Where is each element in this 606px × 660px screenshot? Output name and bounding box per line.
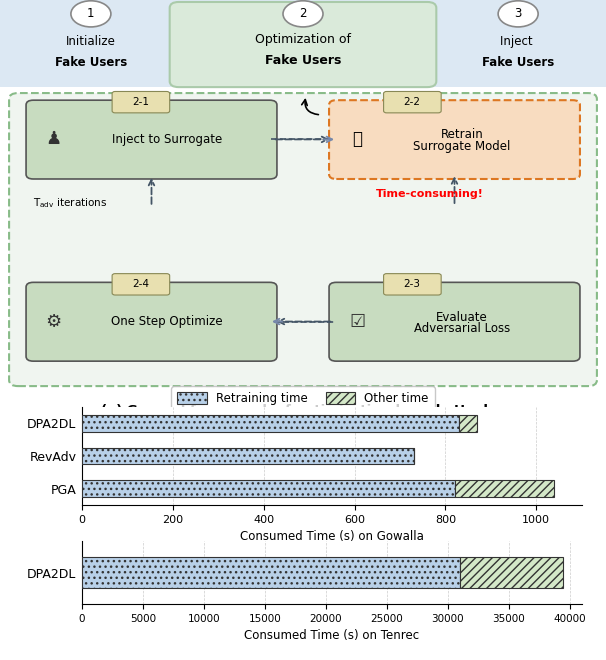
Circle shape [283,1,323,27]
Text: 3: 3 [514,7,522,20]
Text: T$_{\rm adv}$ iterations: T$_{\rm adv}$ iterations [33,196,108,210]
Text: Adversarial Loss: Adversarial Loss [414,322,510,335]
Text: Optimization of: Optimization of [255,33,351,46]
FancyBboxPatch shape [9,93,597,386]
Text: Fake Users: Fake Users [482,55,554,69]
FancyBboxPatch shape [0,0,606,87]
Text: 2-1: 2-1 [132,97,149,107]
Text: 2: 2 [299,7,307,20]
Legend: Retraining time, Other time: Retraining time, Other time [171,386,435,411]
FancyBboxPatch shape [384,274,441,295]
Text: ♟: ♟ [45,131,61,148]
Text: Fake Users: Fake Users [55,55,127,69]
FancyBboxPatch shape [112,92,170,113]
Text: ☑: ☑ [350,313,365,331]
FancyBboxPatch shape [170,2,436,87]
Bar [459,415,478,432]
Text: Inject to Surrogate: Inject to Surrogate [112,133,222,146]
Bar [82,480,454,497]
Text: Initialize: Initialize [66,35,116,48]
Text: Inject: Inject [500,35,536,48]
Text: 2-4: 2-4 [132,279,149,289]
FancyBboxPatch shape [329,100,580,179]
FancyBboxPatch shape [384,92,441,113]
Text: Surrogate Model: Surrogate Model [413,140,510,153]
Text: 🕐: 🕐 [353,131,362,148]
Bar [460,557,564,588]
Text: 1: 1 [87,7,95,20]
Text: 2-3: 2-3 [404,279,421,289]
Bar [454,480,554,497]
Circle shape [498,1,538,27]
Bar [82,415,459,432]
Bar [82,557,460,588]
Text: One Step Optimize: One Step Optimize [111,315,222,328]
X-axis label: Consumed Time (s) on Tenrec: Consumed Time (s) on Tenrec [244,629,419,642]
Text: Time-consuming!: Time-consuming! [376,189,484,199]
X-axis label: Consumed Time (s) on Gowalla: Consumed Time (s) on Gowalla [240,530,424,543]
Text: Retrain: Retrain [441,128,483,141]
Text: Evaluate: Evaluate [436,311,488,324]
FancyBboxPatch shape [26,100,277,179]
Bar [82,448,414,464]
Text: Fake Users: Fake Users [265,54,341,67]
Text: ⚙: ⚙ [45,313,61,331]
FancyBboxPatch shape [112,274,170,295]
FancyBboxPatch shape [26,282,277,361]
FancyBboxPatch shape [329,282,580,361]
Circle shape [71,1,111,27]
Text: 2-2: 2-2 [404,97,421,107]
Text: (a) General framework of optimization-based attacks.: (a) General framework of optimization-ba… [101,404,505,417]
